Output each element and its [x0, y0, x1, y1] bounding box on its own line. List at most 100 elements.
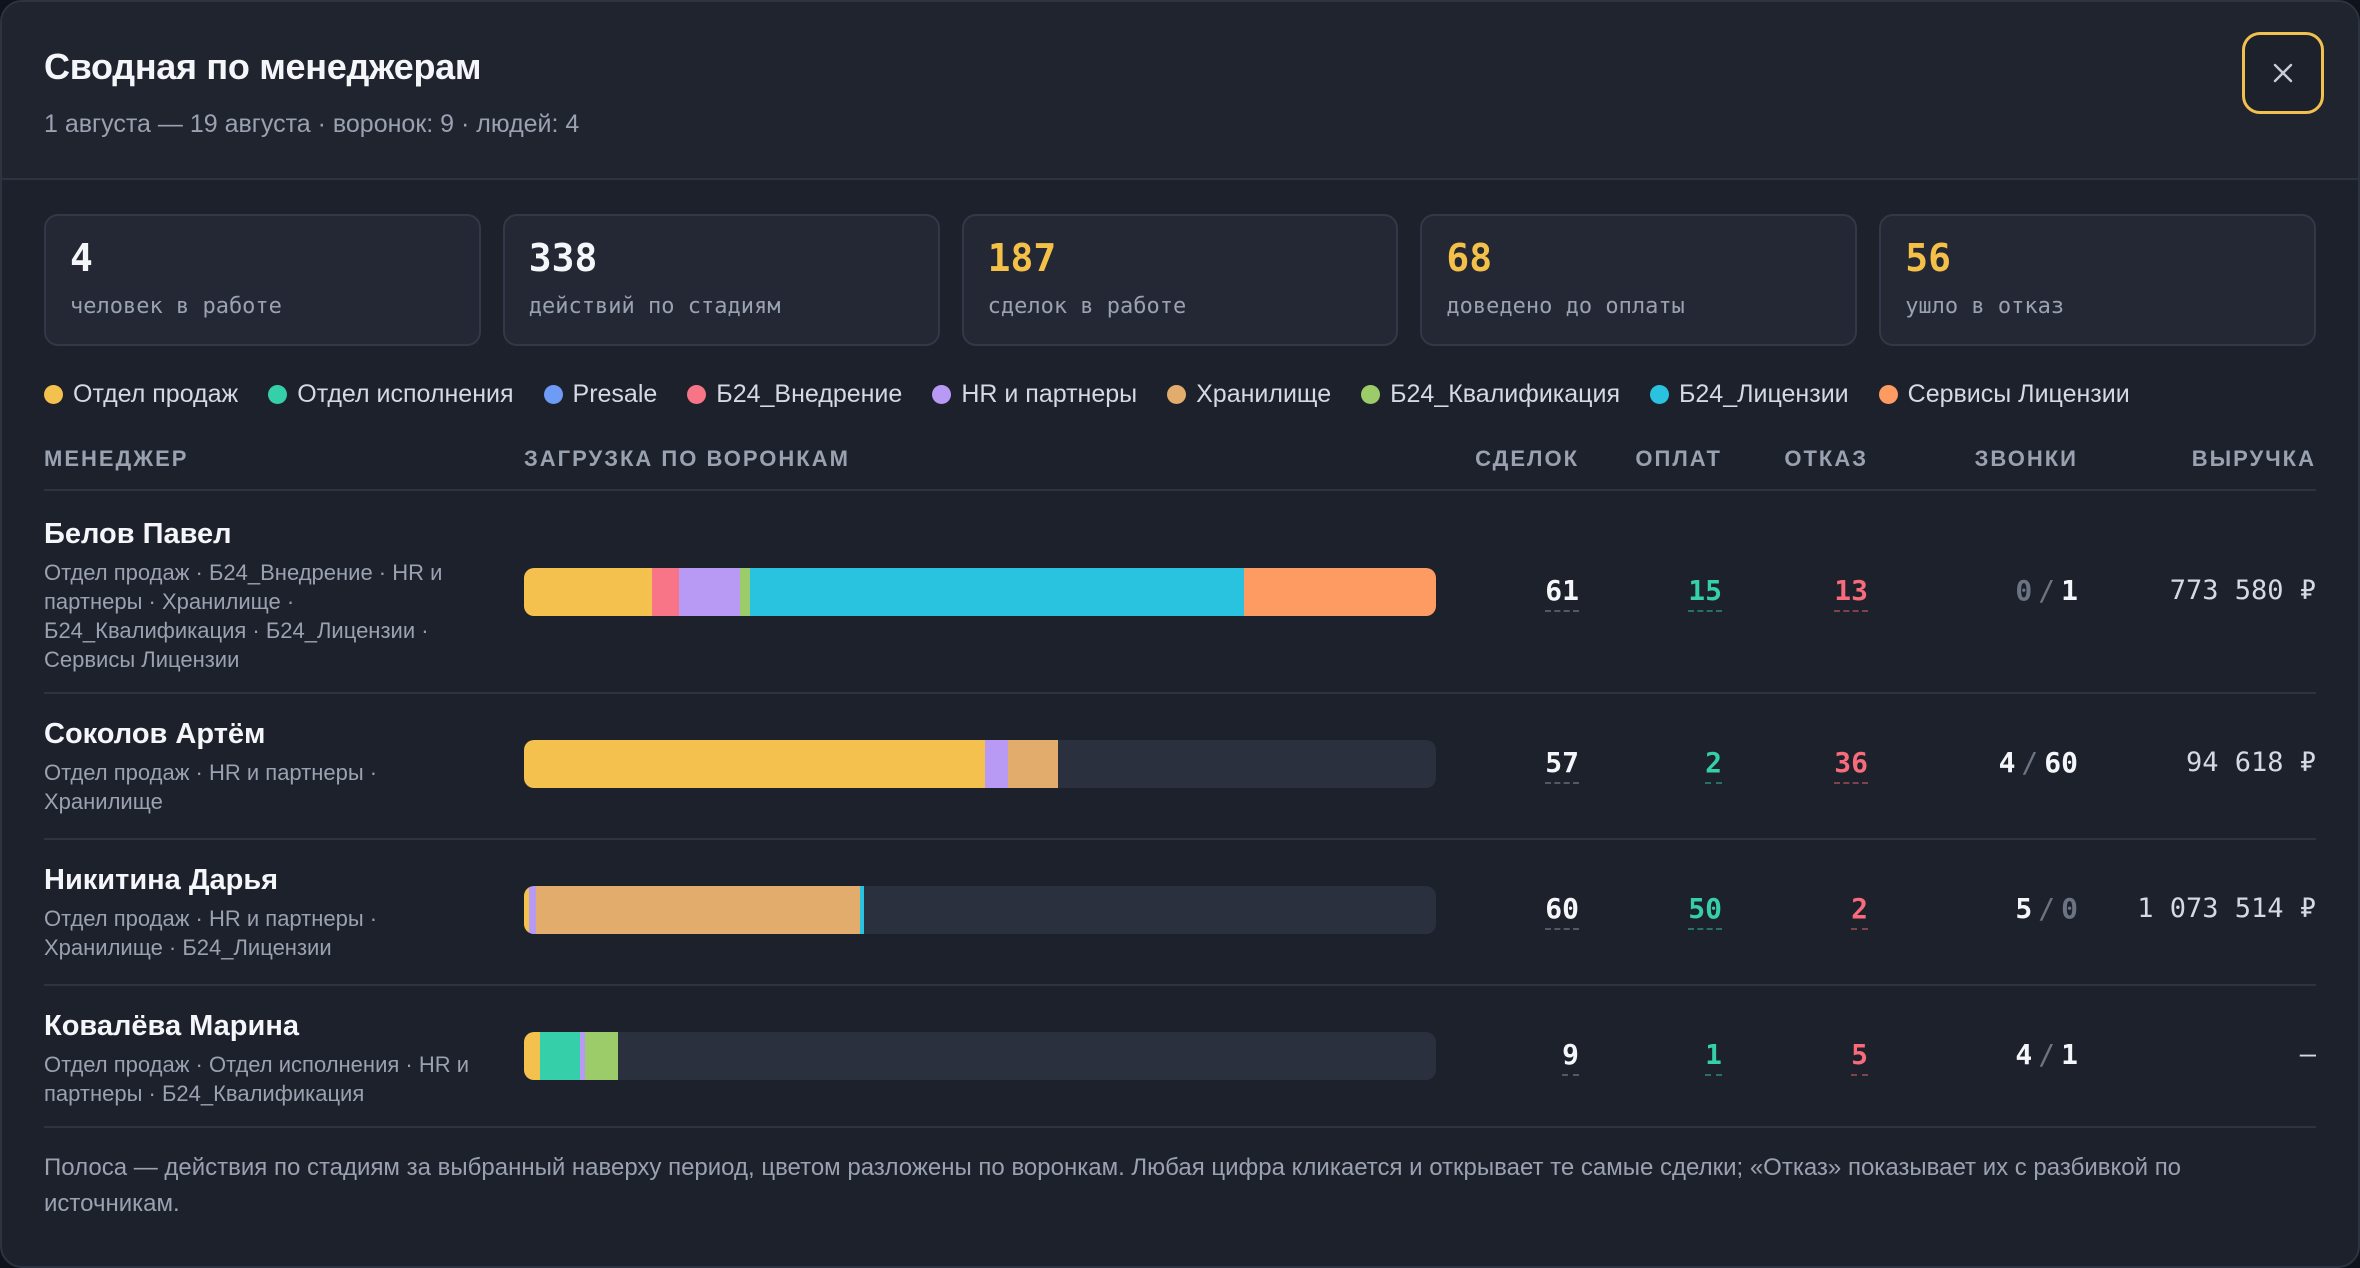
- deals-count-value[interactable]: 60: [1545, 892, 1579, 930]
- bar-segment: [859, 886, 865, 934]
- paid-count[interactable]: 2: [1705, 746, 1722, 784]
- col-deals: СДЕЛОК: [1475, 446, 1579, 471]
- bar-segment: [750, 568, 1245, 616]
- refused-count-value[interactable]: 36: [1834, 746, 1868, 784]
- calls-count[interactable]: 4/1: [2015, 1038, 2078, 1071]
- paid-count[interactable]: 1: [1705, 1038, 1722, 1076]
- col-revenue: ВЫРУЧКА: [2191, 446, 2316, 471]
- paid-count-value[interactable]: 50: [1688, 892, 1722, 930]
- revenue[interactable]: 773 580 ₽: [2169, 575, 2316, 606]
- revenue[interactable]: —: [2299, 1039, 2316, 1070]
- col-load: ЗАГРУЗКА ПО ВОРОНКАМ: [524, 446, 850, 471]
- legend-item: Б24_Лицензии: [1650, 380, 1849, 409]
- deals-count-value[interactable]: 9: [1562, 1038, 1579, 1076]
- calls-count[interactable]: 5/0: [2015, 892, 2078, 925]
- revenue[interactable]: 94 618 ₽: [2185, 747, 2316, 778]
- stat-label: человек в работе: [70, 294, 282, 319]
- calls-out[interactable]: 60: [2044, 746, 2078, 779]
- stat-label: ушло в отказ: [1905, 294, 2065, 319]
- legend-label: Сервисы Лицензии: [1907, 379, 2130, 408]
- legend-item: Отдел продаж: [44, 380, 238, 409]
- calls-count[interactable]: 0/1: [2015, 574, 2078, 607]
- manager-name: Соколов Артём: [44, 718, 266, 750]
- legend-dot: [543, 384, 563, 404]
- funnel-legend: Отдел продаж Отдел исполнения Presale Б24_В…: [44, 376, 2316, 412]
- bar-segment: [524, 568, 652, 616]
- bar-segment: [524, 1032, 540, 1080]
- legend-dot: [1361, 384, 1381, 404]
- legend-item: HR и партнеры: [932, 380, 1137, 409]
- close-button[interactable]: [2242, 32, 2324, 114]
- stat-card-refused: 56 ушло в отказ: [1879, 214, 2316, 346]
- refused-count[interactable]: 5: [1851, 1038, 1868, 1076]
- divider: [44, 489, 2316, 491]
- manager-funnels: Отдел продаж · Б24_Внедрение · HR и парт…: [44, 560, 443, 672]
- manager-name: Ковалёва Марина: [44, 1010, 299, 1042]
- calls-out[interactable]: 0: [2061, 892, 2078, 925]
- calls-out[interactable]: 1: [2061, 574, 2078, 607]
- paid-count-value[interactable]: 15: [1688, 574, 1722, 612]
- calls-in[interactable]: 4: [1998, 746, 2016, 779]
- legend-label: Отдел исполнения: [297, 379, 514, 408]
- calls-count[interactable]: 4/60: [1999, 746, 2078, 779]
- paid-count-value[interactable]: 2: [1705, 746, 1722, 784]
- bar-segment: [740, 568, 751, 616]
- bar-segment: [524, 886, 530, 934]
- deals-count-value[interactable]: 61: [1545, 574, 1579, 612]
- manager-funnels: Отдел продаж · HR и партнеры · Хранилище: [44, 760, 378, 814]
- legend-dot: [1650, 384, 1669, 404]
- legend-label: Б24_Внедрение: [716, 379, 903, 408]
- funnel-load-bar: [524, 1032, 1436, 1080]
- stat-value: 56: [1905, 236, 1951, 280]
- calls-separator: /: [2021, 746, 2039, 779]
- stat-value: 187: [987, 236, 1057, 280]
- stat-value: 68: [1446, 236, 1493, 280]
- paid-count-value[interactable]: 1: [1705, 1038, 1722, 1076]
- legend-label: Б24_Лицензии: [1679, 379, 1849, 408]
- paid-count[interactable]: 15: [1688, 574, 1722, 612]
- bar-segment: [579, 1032, 586, 1080]
- calls-separator: /: [2038, 574, 2056, 607]
- calls-out[interactable]: 1: [2061, 1038, 2078, 1071]
- row-divider: [44, 692, 2316, 694]
- bar-segment: [679, 568, 741, 616]
- calls-in[interactable]: 4: [2015, 1038, 2033, 1071]
- legend-dot: [268, 384, 288, 404]
- legend-label: Отдел продаж: [73, 379, 239, 408]
- paid-count[interactable]: 50: [1688, 892, 1722, 930]
- modal-subtitle: 1 августа — 19 августа · воронок: 9 · лю…: [44, 110, 580, 138]
- manager-funnels: Отдел продаж · HR и партнеры · Хранилище…: [44, 906, 378, 960]
- refused-count-value[interactable]: 13: [1834, 574, 1868, 612]
- bar-segment: [585, 1032, 618, 1080]
- deals-count[interactable]: 61: [1545, 574, 1579, 612]
- deals-count[interactable]: 57: [1545, 746, 1579, 784]
- refused-count[interactable]: 36: [1834, 746, 1868, 784]
- deals-count[interactable]: 60: [1545, 892, 1579, 930]
- legend-label: HR и партнеры: [961, 379, 1138, 408]
- funnel-load-bar: [524, 740, 1436, 788]
- stat-card-paid: 68 доведено до оплаты: [1420, 214, 1858, 346]
- stat-card-actions: 338 действий по стадиям: [502, 214, 940, 346]
- legend-dot: [932, 384, 952, 404]
- revenue[interactable]: 1 073 514 ₽: [2137, 893, 2316, 924]
- stat-label: сделок в работе: [987, 294, 1187, 319]
- deals-count-value[interactable]: 57: [1545, 746, 1579, 784]
- legend-dot: [1167, 384, 1187, 404]
- refused-count[interactable]: 13: [1834, 574, 1868, 612]
- stat-card-people: 4 человек в работе: [44, 214, 481, 346]
- stat-card-deals: 187 сделок в работе: [961, 214, 1399, 346]
- manager-name: Никитина Дарья: [44, 864, 279, 896]
- deals-count[interactable]: 9: [1562, 1038, 1579, 1076]
- bar-segment: [529, 886, 536, 934]
- modal-title: Сводная по менеджерам: [44, 46, 482, 87]
- calls-in[interactable]: 5: [2015, 892, 2033, 925]
- refused-count[interactable]: 2: [1851, 892, 1868, 930]
- stat-value: 4: [70, 236, 93, 280]
- calls-in[interactable]: 0: [2015, 574, 2033, 607]
- legend-label: Б24_Квалификация: [1390, 379, 1620, 408]
- bar-segment: [535, 886, 860, 934]
- bar-segment: [539, 1032, 580, 1080]
- refused-count-value[interactable]: 5: [1851, 1038, 1868, 1076]
- table-row: Ковалёва Марина Отдел продаж · Отдел испо…: [44, 986, 2316, 1126]
- refused-count-value[interactable]: 2: [1851, 892, 1868, 930]
